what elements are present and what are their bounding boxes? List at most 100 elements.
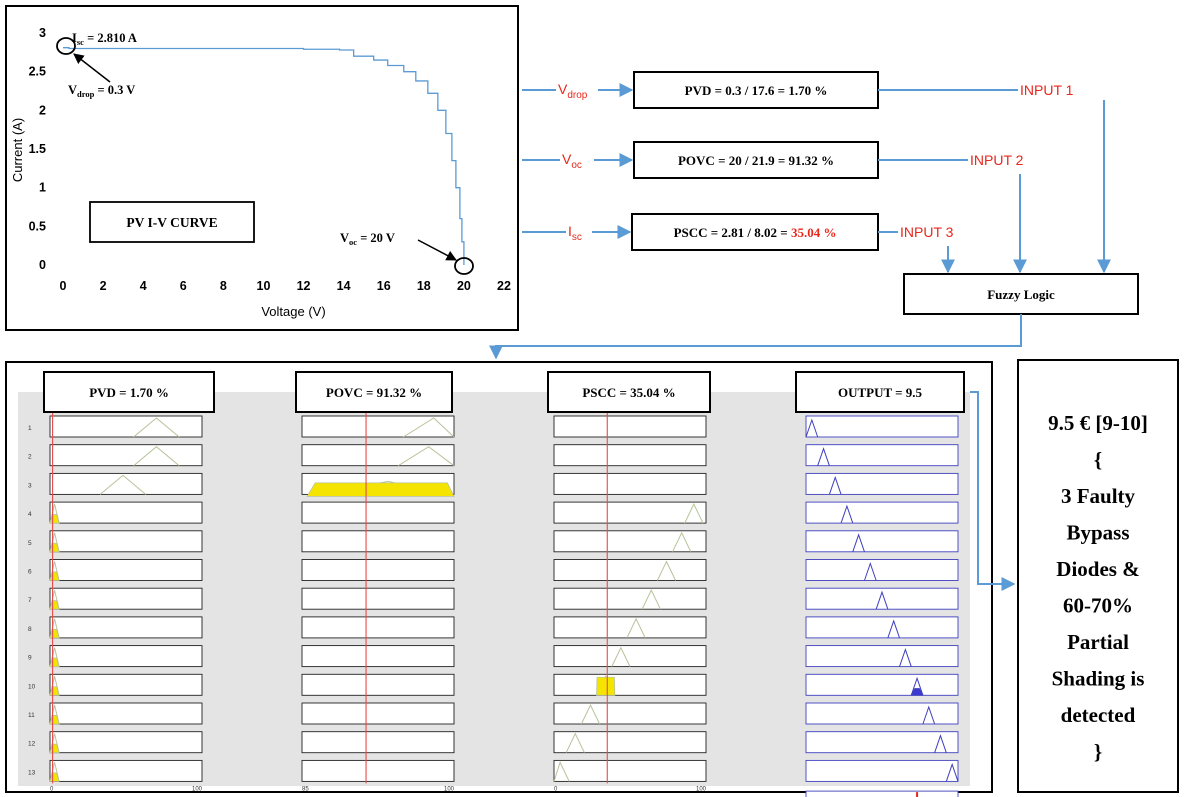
- result-line: Shading is: [1052, 667, 1145, 691]
- result-text: 9.5 € [9-10] {3 Faulty Bypass Diodes & 60-70…: [1048, 411, 1148, 764]
- rule-povc-cell: [301, 530, 455, 553]
- pscc-mf: [565, 732, 585, 753]
- rule-pscc-cell: [553, 559, 707, 581]
- output-mf: [887, 619, 901, 639]
- vdrop-pointer-arrow: [73, 53, 111, 83]
- result-box: [1017, 359, 1179, 793]
- rule-row-number: 2: [28, 454, 32, 461]
- output-mf: [817, 447, 830, 466]
- rule-pvd-cell: [49, 501, 203, 524]
- rule-axes: 0100851000100013: [50, 786, 707, 792]
- result-panel: 9.5 € [9-10] {3 Faulty Bypass Diodes & 60-70…: [1017, 359, 1179, 793]
- rule-output-cell: [805, 472, 959, 495]
- y-tick-label: 3: [39, 26, 46, 40]
- pscc-mf: [656, 560, 677, 581]
- output-mf: [922, 705, 936, 725]
- rule-pvd-cell: [49, 444, 203, 467]
- input2-label: INPUT 2: [970, 152, 1024, 168]
- povc-mf: [403, 417, 455, 438]
- rule-povc-cell: [301, 616, 455, 639]
- pscc-mf: [553, 761, 570, 782]
- x-axis-label: Voltage (V): [261, 304, 325, 319]
- x-tick-label: 8: [220, 279, 227, 293]
- rule-row-number: 12: [28, 741, 36, 748]
- rule-pvd-cell: [49, 673, 203, 696]
- output-mf: [828, 475, 842, 495]
- y-tick-label: 2.5: [29, 65, 46, 79]
- pscc-axis-min: 0: [554, 786, 558, 792]
- pscc-title: PSCC = 35.04 %: [582, 385, 675, 400]
- iv-chart: 0 0.5 1 1.5 2 2.5 3 0 2 4 6 8 10 12 14 16 18 20 22 Voltag…: [5, 5, 519, 331]
- x-tick-label: 2: [100, 279, 107, 293]
- povc-axis-min: 85: [302, 786, 309, 792]
- result-line: {: [1094, 448, 1102, 472]
- rule-povc-cell: [301, 415, 455, 438]
- output-mf: [899, 648, 912, 667]
- output-mf: [863, 561, 877, 581]
- result-line: Diodes &: [1056, 557, 1139, 581]
- rule-output-cell: [805, 559, 959, 581]
- povc-mf-fired: [306, 482, 455, 497]
- output-title-box: [795, 371, 965, 413]
- povc-mf: [398, 446, 455, 467]
- pscc-calc-box: [631, 213, 879, 251]
- pscc-mf: [611, 646, 631, 667]
- isc-annotation: Isc = 2.810 A: [72, 31, 137, 47]
- chart-title-box: [89, 201, 255, 243]
- output-mf: [852, 533, 865, 552]
- rule-pvd-cell: [49, 702, 203, 725]
- rule-pvd-cell: [49, 530, 203, 553]
- y-tick-label: 1: [39, 181, 46, 195]
- rule-povc-cell: [301, 731, 455, 754]
- rule-pscc-cell: [553, 759, 707, 782]
- rule-output-cell: [805, 616, 959, 639]
- rule-pscc-cell: [553, 587, 707, 610]
- rule-output-cell: [805, 415, 959, 438]
- x-tick-label: 20: [457, 279, 471, 293]
- voc-label: Voc: [562, 151, 582, 171]
- povc-calc-text: POVC = 20 / 21.9 = 91.32 %: [678, 153, 834, 168]
- rule-row-number: 1: [28, 425, 32, 432]
- output-mf: [934, 734, 947, 753]
- rule-povc-cell: [301, 702, 455, 725]
- chart-title: PV I-V CURVE: [126, 215, 217, 230]
- rule-output-cell: [805, 702, 959, 725]
- result-line: detected: [1061, 703, 1136, 727]
- pscc-mf: [672, 531, 692, 553]
- fuzzy-logic-label: Fuzzy Logic: [987, 287, 1055, 302]
- rule-output-cell: [805, 587, 959, 610]
- rule-pvd-cell: [49, 731, 203, 754]
- input1-label: INPUT 1: [1020, 82, 1074, 98]
- pscc-mf: [580, 703, 601, 725]
- y-axis-label: Current (A): [10, 118, 25, 182]
- povc-axis-max: 100: [444, 786, 455, 792]
- result-line: Bypass: [1066, 521, 1129, 545]
- pvd-mf: [99, 474, 147, 495]
- flow-diagram: Vdrop PVD = 0.3 / 17.6 = 1.70 % INPUT 1 …: [489, 71, 1139, 360]
- output-title: OUTPUT = 9.5: [838, 385, 923, 400]
- x-tick-label: 22: [497, 279, 511, 293]
- pscc-mf: [626, 617, 646, 639]
- output-mf: [910, 676, 924, 696]
- result-line: 3 Faulty: [1061, 484, 1136, 508]
- result-line: 60-70%: [1063, 594, 1133, 618]
- y-tick-label: 0: [39, 258, 46, 272]
- rule-row-number: 11: [28, 712, 35, 719]
- pscc-calc-text: PSCC = 2.81 / 8.02 = 35.04 %: [674, 225, 837, 240]
- rule-row-number: 7: [28, 597, 32, 604]
- x-tick-label: 18: [417, 279, 431, 293]
- x-tick-label: 0: [60, 279, 67, 293]
- rule-povc-cell: [301, 559, 455, 581]
- rule-row-number: 6: [28, 569, 32, 576]
- x-tick-label: 6: [180, 279, 187, 293]
- pscc-axis-max: 100: [696, 786, 707, 792]
- fuzzy-to-rules-arrow: [489, 314, 1022, 360]
- rule-pscc-cell: [553, 530, 707, 553]
- output-mf-fired: [910, 688, 924, 696]
- x-tick-label: 16: [377, 279, 391, 293]
- rule-povc-cell: [301, 444, 455, 467]
- rule-pscc-cell: [553, 673, 707, 696]
- output-mf: [945, 762, 959, 782]
